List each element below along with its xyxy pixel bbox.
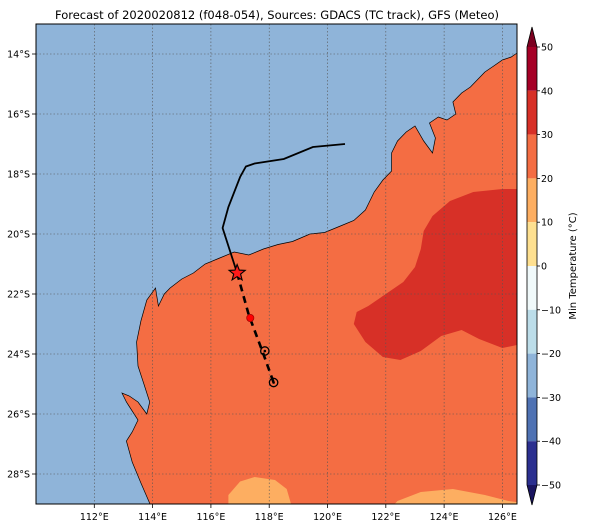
forecast-position-ring <box>268 377 279 388</box>
lat-tick-label: 22°S <box>7 290 30 301</box>
cool-temperature-region-southeast <box>394 489 517 504</box>
map-panel <box>36 24 517 504</box>
colorbar-over-arrow <box>527 27 537 47</box>
forecast-position-dot <box>263 349 267 353</box>
warm-temperature-region <box>353 189 517 360</box>
colorbar-band <box>527 353 537 398</box>
colorbar-tick-label: −50 <box>541 481 561 492</box>
lon-tick-label: 112°E <box>80 512 109 523</box>
lat-tick-label: 18°S <box>7 170 30 181</box>
lon-tick-label: 114°E <box>138 512 167 523</box>
lat-tick-label: 26°S <box>7 410 30 421</box>
current-position-star <box>227 262 247 282</box>
colorbar-tick-label: 10 <box>541 218 553 229</box>
lat-tick-label: 16°S <box>7 110 30 121</box>
colorbar-tick-label: 20 <box>541 174 553 185</box>
forecast-track-line <box>235 272 275 383</box>
colorbar-band <box>527 266 537 310</box>
past-track-line <box>221 143 346 274</box>
lat-tick-label: 14°S <box>7 50 30 61</box>
colorbar-band <box>527 134 537 179</box>
colorbar-band <box>527 397 537 442</box>
colorbar-label: Min Temperature (°C) <box>568 212 579 319</box>
colorbar-band <box>527 90 537 135</box>
forecast-red-point <box>246 313 255 322</box>
colorbar-tick-label: 0 <box>541 262 547 273</box>
colorbar-band <box>527 222 537 266</box>
colorbar-tick-label: −40 <box>541 437 561 448</box>
coastline <box>121 52 517 504</box>
colorbar-band <box>527 441 537 485</box>
forecast-position-dot <box>272 381 275 384</box>
lon-tick-label: 124°E <box>430 512 459 523</box>
colorbar-tick-label: −10 <box>541 305 561 316</box>
forecast-position-ring <box>259 346 270 356</box>
colorbar-band <box>527 178 537 223</box>
colorbar-band <box>527 47 537 91</box>
colorbar-under-arrow <box>527 485 537 505</box>
colorbar-tick-label: 50 <box>541 43 553 54</box>
australia-land <box>122 52 517 504</box>
cyclone-track <box>221 143 346 388</box>
lon-tick-label: 116°E <box>196 512 225 523</box>
map-frame <box>35 23 518 505</box>
temperature-colorbar: 50 40 30 20 10 0 −10 −20 −30 −40 −50 Min Temperatur… <box>526 26 579 506</box>
colorbar-tick-label: 30 <box>541 130 553 141</box>
lat-tick-label: 28°S <box>7 470 30 481</box>
lon-tick-label: 120°E <box>313 512 342 523</box>
lon-tick-label: 122°E <box>371 512 400 523</box>
colorbar-tick-label: −20 <box>541 349 561 360</box>
figure-title: Forecast of 2020020812 (f048-054), Sourc… <box>55 8 499 22</box>
cool-temperature-region-south <box>228 477 292 504</box>
lat-tick-label: 20°S <box>7 230 30 241</box>
latitude-ticks: 14°S 16°S 18°S 20°S 22°S 24°S 26°S 28°S <box>7 50 36 481</box>
colorbar-band <box>527 309 537 354</box>
colorbar-tick-label: −30 <box>541 393 561 404</box>
graticule <box>36 24 517 504</box>
lon-tick-label: 126°E <box>488 512 517 523</box>
lat-tick-label: 24°S <box>7 350 30 361</box>
lon-tick-label: 118°E <box>255 512 284 523</box>
longitude-ticks: 112°E 114°E 116°E 118°E 120°E 122°E 124°E 126°E <box>80 504 517 523</box>
colorbar-tick-label: 40 <box>541 86 553 97</box>
